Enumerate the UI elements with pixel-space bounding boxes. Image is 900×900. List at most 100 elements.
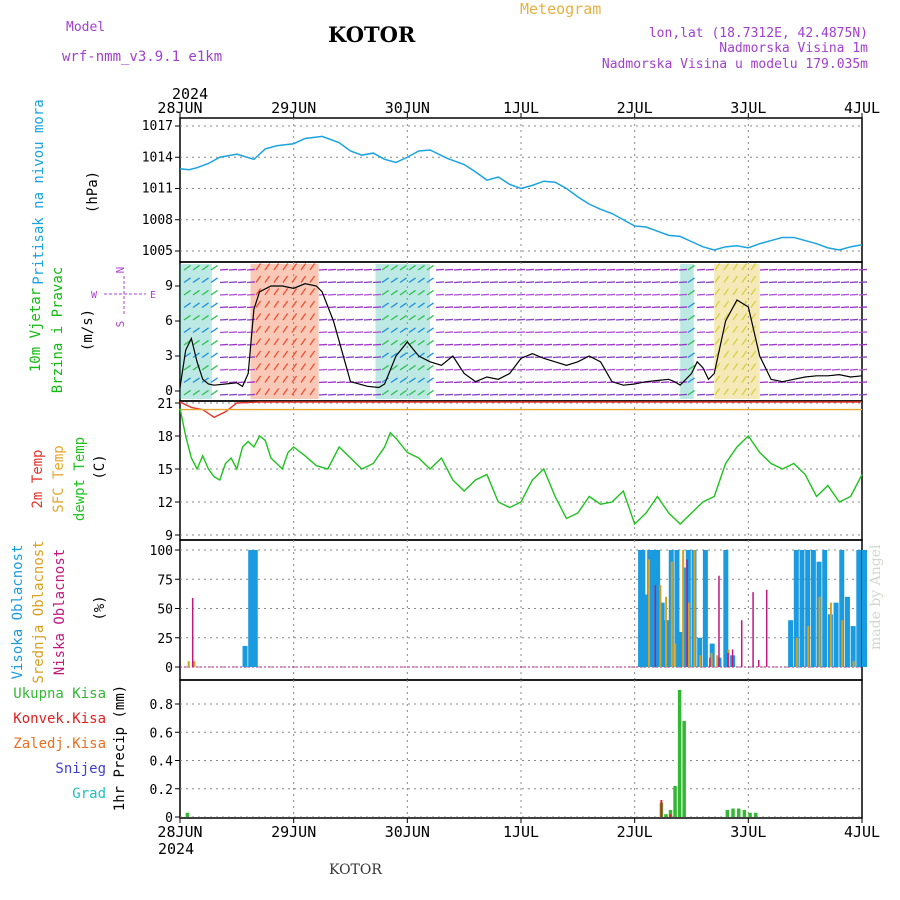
wind-arrow <box>255 263 262 271</box>
wind-arrow <box>543 293 553 296</box>
wind-arrow <box>282 263 289 271</box>
wind-arrow <box>696 268 706 271</box>
wind-arrow <box>210 264 218 271</box>
wind-arrow <box>588 356 598 359</box>
wind-arrow <box>858 293 868 296</box>
wind-zone <box>680 264 694 399</box>
low-cloud-ylabel: Niska Oblacnost <box>52 549 68 675</box>
bottom-date-label: 1JUL <box>503 823 539 841</box>
wind-arrow <box>354 268 364 271</box>
wind-arrow <box>426 289 434 296</box>
wind-arrow <box>723 275 730 283</box>
wind-arrow <box>741 275 748 283</box>
wind-arrow <box>777 356 787 359</box>
rose-w: W <box>91 290 98 301</box>
wind-arrow <box>345 393 355 396</box>
wind-arrow <box>507 318 517 321</box>
wind-arrow <box>399 352 407 359</box>
wind-arrow <box>606 268 616 271</box>
ytick-label: 0.6 <box>150 726 173 741</box>
wind-arrow <box>390 352 398 359</box>
wind-arrow <box>750 288 757 296</box>
wind-arrow <box>570 356 580 359</box>
wind-arrow <box>291 350 298 358</box>
wind-arrow <box>228 368 238 371</box>
wind-arrow <box>597 343 607 346</box>
precip-legend-label: Konvek.Kisa <box>13 711 106 727</box>
total_precip-bar <box>742 809 747 817</box>
wind-arrow <box>552 293 562 296</box>
wind-arrow <box>408 339 416 346</box>
wind-arrow <box>534 318 544 321</box>
wind-arrow <box>381 327 389 334</box>
wind-arrow <box>642 281 652 284</box>
wind-arrow <box>327 293 337 296</box>
total_precip-bar <box>731 808 735 817</box>
wind-arrow <box>309 325 316 333</box>
wind-arrow <box>417 289 425 296</box>
wind-arrow <box>372 381 382 384</box>
wind-arrow <box>300 350 307 358</box>
wind-arrow <box>525 293 535 296</box>
wind-arrow <box>219 368 229 371</box>
wind-arrow <box>561 393 571 396</box>
sfc-temp-ylabel: SFC Temp <box>51 445 67 512</box>
wind-arrow <box>687 289 695 296</box>
wind-arrow <box>237 368 247 371</box>
wind-arrow <box>444 318 454 321</box>
high_cloud-bar <box>856 550 862 667</box>
wind-arrow <box>192 277 200 284</box>
wind-arrow <box>201 277 209 284</box>
wind-arrow <box>192 289 200 296</box>
wind-arrow <box>534 368 544 371</box>
wind-arrow <box>282 325 289 333</box>
precip-ylabel: 1hr Precip (mm) <box>112 685 128 811</box>
wind-arrow <box>462 393 472 396</box>
wind-arrow <box>804 268 814 271</box>
wind-arrow <box>354 306 364 309</box>
wind-arrow <box>525 268 535 271</box>
wind-arrow <box>444 306 454 309</box>
wind-arrow <box>831 281 841 284</box>
wind-arrow <box>327 343 337 346</box>
wind-arrow <box>354 281 364 284</box>
wind-arrow <box>327 381 337 384</box>
wind-arrow <box>732 263 739 271</box>
wind-arrow <box>750 350 757 358</box>
station-title: KOTOR <box>328 22 416 47</box>
wind-arrow <box>777 268 787 271</box>
wind-arrow <box>651 356 661 359</box>
wind-arrow <box>408 264 416 271</box>
wind-arrow <box>399 264 407 271</box>
ytick-label: 1008 <box>142 213 173 228</box>
wind-arrow <box>291 363 298 371</box>
wind-arrow <box>228 381 238 384</box>
wind-arrow <box>732 338 739 346</box>
wind-arrow <box>264 325 271 333</box>
wind-arrow <box>390 327 398 334</box>
wind-arrow <box>741 313 748 321</box>
wind-arrow <box>615 293 625 296</box>
wind-arrow <box>750 338 757 346</box>
wind-arrow <box>741 288 748 296</box>
wind-arrow <box>192 314 200 321</box>
wind-arrow <box>183 289 191 296</box>
wind-arrow <box>597 306 607 309</box>
wind-arrow <box>318 318 328 321</box>
wind-arrow <box>705 318 715 321</box>
wind-arrow <box>840 356 850 359</box>
footer-station: KOTOR <box>329 862 382 878</box>
wind-arrow <box>750 263 757 271</box>
wind-arrow <box>543 306 553 309</box>
wind-arrow <box>363 293 373 296</box>
wind-arrow <box>489 381 499 384</box>
wind-arrow <box>192 352 200 359</box>
wind-arrow <box>732 350 739 358</box>
wind-arrow <box>228 356 238 359</box>
wind-arrow <box>363 356 373 359</box>
wind-arrow <box>759 331 769 334</box>
wind-arrow <box>507 281 517 284</box>
wind-arrow <box>228 331 238 334</box>
mid_cloud-bar <box>699 655 702 667</box>
wind-arrow <box>489 343 499 346</box>
